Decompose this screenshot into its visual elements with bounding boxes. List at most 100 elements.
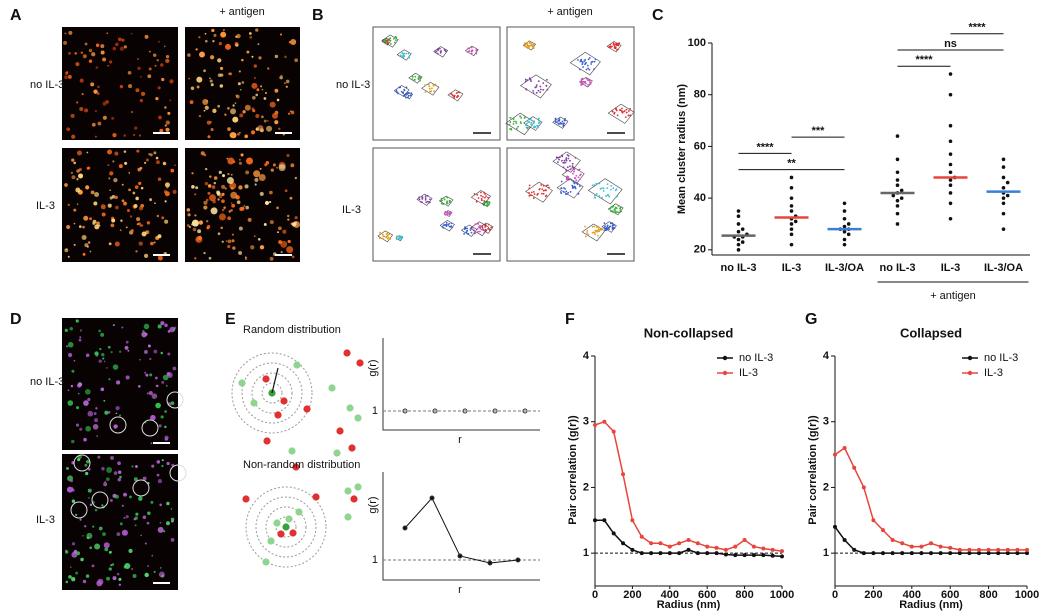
localization [525, 88, 528, 91]
x-tick-label: 200 [623, 589, 641, 601]
spot [76, 177, 79, 181]
localization [442, 197, 445, 199]
localization [515, 122, 518, 125]
spot [159, 521, 162, 524]
spot [71, 542, 76, 546]
spot [269, 256, 274, 261]
localization [563, 161, 565, 164]
spot [203, 109, 206, 112]
spot [151, 393, 158, 399]
particle [280, 397, 288, 405]
spot [76, 150, 82, 156]
spot [75, 571, 79, 575]
spot [94, 224, 100, 230]
spot [115, 412, 118, 415]
localization [405, 52, 408, 55]
data-point [890, 538, 895, 542]
highlight-ring [141, 419, 159, 437]
spot [119, 46, 125, 51]
data-point [938, 551, 943, 556]
spot [207, 135, 211, 139]
spot [278, 127, 281, 130]
localization [610, 188, 612, 191]
spot [206, 226, 210, 230]
spot [272, 163, 276, 167]
x-axis-label: Radius (nm) [899, 599, 963, 611]
spot [82, 252, 86, 256]
localization [382, 235, 385, 238]
localization [520, 122, 522, 125]
micrograph [62, 27, 178, 140]
spot [227, 244, 231, 249]
spot [138, 206, 144, 211]
spot [207, 191, 211, 195]
localization [466, 51, 469, 53]
data-point [789, 204, 794, 208]
localization [431, 87, 433, 90]
spot [121, 529, 128, 536]
spot [157, 526, 164, 533]
localization [445, 213, 448, 216]
particle [262, 558, 270, 566]
spot [230, 108, 237, 115]
data-point [761, 553, 766, 558]
localization [485, 195, 487, 197]
localization [558, 123, 560, 125]
localization [476, 194, 479, 196]
localization [515, 127, 518, 130]
spot [218, 194, 223, 199]
localization [392, 38, 395, 40]
cluster-hull [523, 116, 543, 131]
localization [528, 192, 530, 194]
spot [130, 215, 133, 218]
spot [73, 222, 76, 225]
spot [116, 532, 121, 537]
spot [121, 199, 125, 203]
localization [542, 82, 545, 85]
axis-label: g(r) [367, 496, 379, 513]
spot [98, 526, 103, 531]
localization [467, 47, 470, 50]
particle [293, 361, 301, 369]
spot [124, 345, 129, 350]
localization [381, 233, 384, 236]
spot [271, 112, 278, 119]
spot [157, 177, 162, 181]
spot [170, 508, 173, 510]
spot [79, 78, 84, 83]
data-point [842, 538, 847, 542]
panel-letter: C [652, 7, 664, 24]
spot [204, 167, 208, 171]
localization [524, 45, 527, 48]
spot [90, 82, 95, 87]
localization [558, 118, 561, 121]
spot [81, 92, 84, 96]
localization [619, 206, 622, 209]
spot [170, 401, 175, 405]
cluster-hull [421, 81, 440, 96]
data-point [996, 547, 1001, 552]
localization [586, 79, 589, 81]
data-point [895, 198, 900, 203]
spot [280, 250, 283, 254]
localization [449, 201, 451, 204]
localization [386, 232, 389, 235]
localization [394, 39, 397, 42]
spot [240, 206, 245, 211]
spot [156, 59, 159, 62]
legend-label: IL-3 [739, 367, 758, 379]
spot [119, 229, 122, 232]
localization [613, 209, 616, 212]
spot [239, 113, 244, 118]
panel-letter: F [565, 311, 575, 328]
data-point [639, 534, 644, 539]
localization [575, 179, 578, 182]
spot [198, 36, 201, 39]
localization [601, 196, 604, 199]
spot [121, 326, 124, 329]
spot [76, 203, 79, 205]
localization [475, 51, 478, 53]
localization [407, 94, 410, 97]
x-tick-label: 800 [979, 589, 997, 601]
localization [528, 42, 531, 44]
